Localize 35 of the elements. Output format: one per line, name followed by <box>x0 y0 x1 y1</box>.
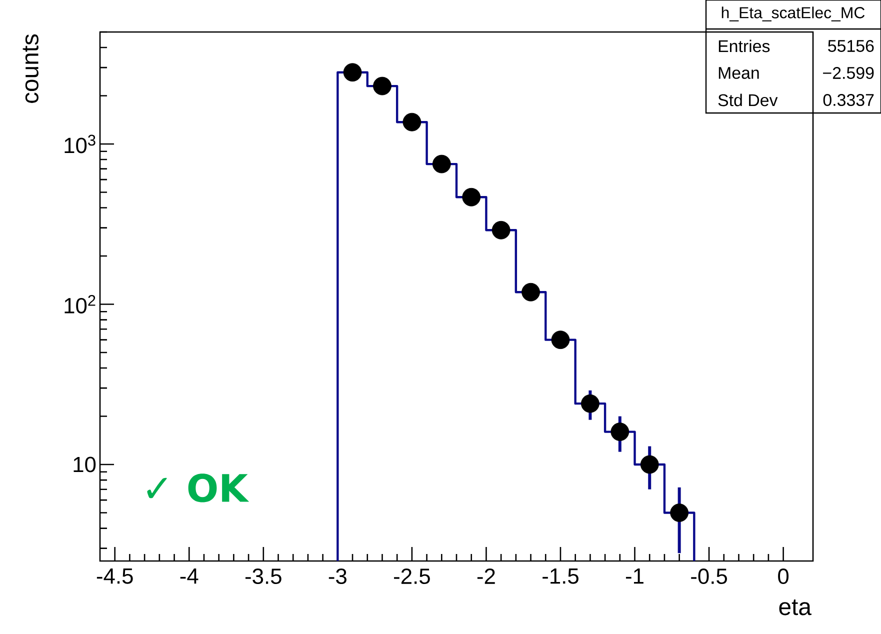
y-tick-label: 10$^{2}$ <box>64 295 96 314</box>
y-tick-label: 10$^{3}$ <box>64 134 96 154</box>
annotation: Entries <box>718 40 770 52</box>
x-tick-label: -4.5 <box>96 568 133 584</box>
point <box>580 394 600 413</box>
x-tick-label: -1 <box>626 568 644 584</box>
text: 0.3337 <box>823 94 874 106</box>
annotation: Mean <box>718 67 759 79</box>
point <box>640 455 659 474</box>
annotation: Std Dev <box>718 94 778 106</box>
point <box>551 330 570 350</box>
x-tick-label: -0.5 <box>691 568 727 584</box>
text: 55156 <box>828 40 874 52</box>
x-tick-label: -2.5 <box>394 568 430 584</box>
point <box>402 112 422 132</box>
x-tick-label: 0 <box>778 568 789 584</box>
point <box>432 154 451 174</box>
y-tick-label: 10 <box>74 456 96 472</box>
x-tick-label: -2 <box>477 568 495 584</box>
point <box>343 63 362 82</box>
text: −2.599 <box>823 66 874 79</box>
point <box>492 220 510 240</box>
annotation: ✓ OK <box>147 474 250 502</box>
x-axis-title: eta <box>779 600 812 616</box>
point <box>670 504 689 522</box>
point <box>373 76 392 96</box>
text: h_Eta_scatElec_MC <box>722 6 865 22</box>
point <box>522 282 540 302</box>
x-tick-label: -4 <box>180 568 198 584</box>
x-tick-label: -3 <box>328 568 346 584</box>
point <box>610 422 630 442</box>
x-tick-label: -3.5 <box>245 568 282 584</box>
x-tick-label: -1.5 <box>542 568 578 584</box>
y-axis-title: counts <box>22 34 38 103</box>
point <box>462 188 481 206</box>
